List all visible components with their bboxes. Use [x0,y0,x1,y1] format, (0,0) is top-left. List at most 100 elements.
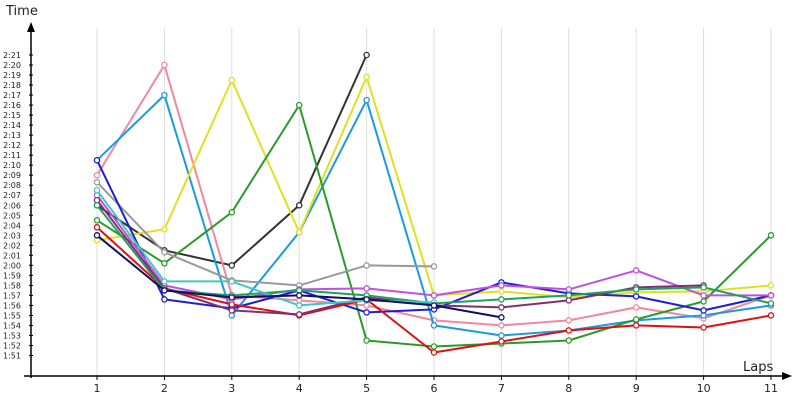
data-point [363,73,370,81]
data-point [228,294,236,301]
x-tick-label: 8 [565,382,572,395]
y-tick-label: 1:51 [3,352,21,361]
data-point [700,307,707,314]
x-tick-label: 2 [161,382,168,395]
y-tick-label: 2:09 [3,171,21,180]
data-point [565,317,573,324]
x-tick-label: 9 [633,382,640,395]
data-point [93,171,101,179]
y-axis-arrow [27,22,35,32]
data-point [93,178,101,186]
data-point [700,324,707,331]
y-tick-label: 2:12 [3,141,21,150]
y-tick-label: 1:54 [3,321,21,330]
y-tick-label: 1:59 [3,271,21,280]
data-point [228,76,236,84]
y-tick-label: 1:56 [3,301,21,310]
data-point [700,298,707,305]
y-tick-label: 1:52 [3,341,21,350]
data-point [161,249,168,256]
data-point [228,307,236,314]
axis-layer: Time Laps [5,4,792,380]
data-point [430,263,438,270]
y-tick-label: 2:04 [3,221,21,230]
data-point [632,267,640,274]
y-tick-label: 2:13 [3,131,21,140]
series-13 [93,232,505,321]
data-point [767,312,775,319]
data-point [363,262,370,269]
data-point [498,288,505,295]
y-tick-label: 1:55 [3,311,21,320]
data-point [430,292,438,299]
data-point [700,292,707,299]
y-tick-label: 2:03 [3,231,21,240]
data-point [295,229,303,236]
data-point [430,343,438,350]
data-point [295,101,303,109]
x-axis-title: Laps [743,360,773,375]
data-point [161,91,168,99]
data-point [430,349,438,356]
data-point [161,260,168,267]
x-tick-label: 6 [431,382,438,395]
series-line [96,181,435,287]
data-point [295,302,303,309]
x-tick-label: 10 [697,382,711,395]
x-tick-label: 4 [296,382,303,395]
data-point [363,309,370,316]
y-tick-label: 2:21 [3,51,21,60]
x-axis-arrow [782,372,792,380]
tick-layer: 1 2 3 4 5 6 7 8 9 10 111:511:521:531:541:551:561:5… [3,51,778,395]
series-layer [93,51,775,356]
data-point [93,156,101,164]
data-point [93,186,101,194]
data-point [430,302,438,309]
y-tick-label: 2:05 [3,211,21,220]
data-point [498,296,505,303]
x-tick-label: 1 [94,382,101,395]
data-point [632,322,640,329]
y-tick-label: 2:11 [3,151,21,160]
data-point [161,296,168,303]
data-point [767,292,775,299]
data-point [228,209,236,216]
series-6 [93,178,438,289]
data-point [363,51,370,59]
data-point [565,337,573,344]
data-point [767,282,775,289]
x-tick-label: 7 [498,382,505,395]
data-point [565,286,573,293]
data-point [498,322,505,329]
data-point [565,327,573,334]
data-point [93,224,101,231]
data-point [363,337,370,344]
y-tick-label: 2:17 [3,91,21,100]
data-point [363,285,370,292]
y-tick-label: 2:16 [3,101,21,110]
x-tick-label: 5 [363,382,370,395]
data-point [93,196,101,204]
data-point [632,293,640,300]
data-point [228,262,236,269]
y-tick-label: 2:07 [3,191,21,200]
series-line [96,199,704,316]
y-tick-label: 1:57 [3,291,21,300]
x-tick-label: 3 [228,382,235,395]
data-point [498,282,505,289]
y-tick-label: 2:14 [3,121,21,130]
y-tick-label: 2:01 [3,251,21,260]
data-point [498,314,505,321]
data-point [161,278,168,285]
y-tick-label: 2:06 [3,201,21,210]
data-point [295,292,303,299]
y-tick-label: 2:02 [3,241,21,250]
y-tick-label: 2:20 [3,61,21,70]
y-tick-label: 2:19 [3,71,21,80]
series-line [96,189,435,307]
y-tick-label: 1:53 [3,331,21,340]
y-tick-label: 2:00 [3,261,21,270]
data-point [161,287,168,294]
